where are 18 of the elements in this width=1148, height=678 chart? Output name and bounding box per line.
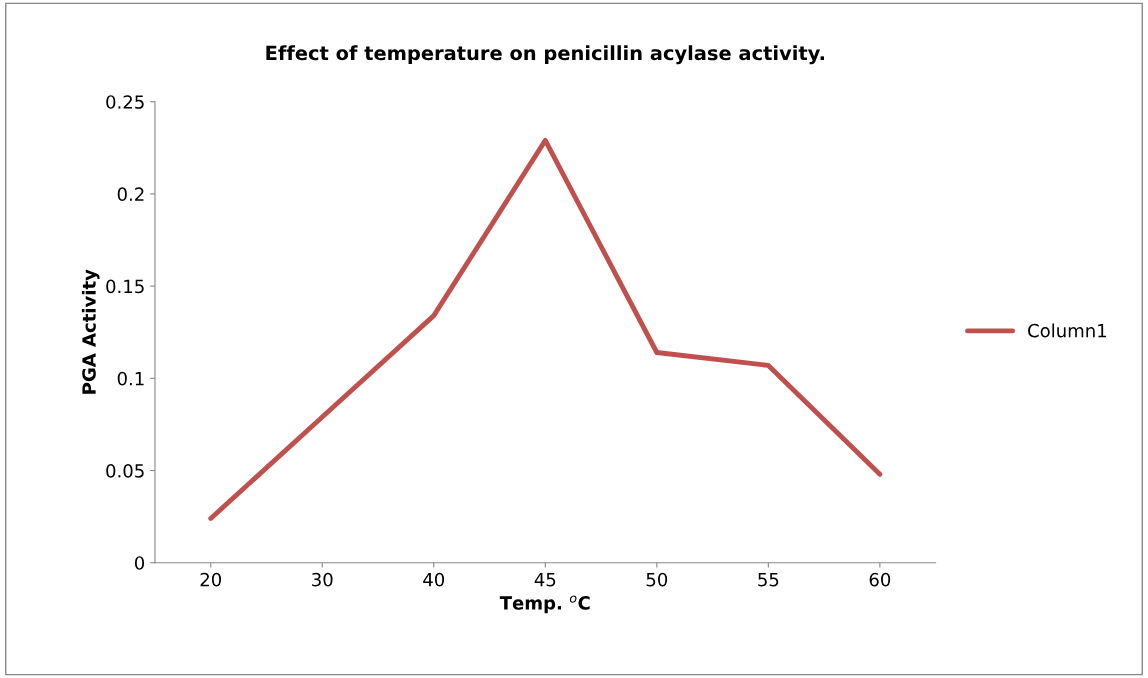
x-tick-label: 30 <box>312 572 333 587</box>
x-tick-label: 55 <box>758 573 779 587</box>
x-tick-label: 60 <box>869 572 891 587</box>
x-axis-title: Temp. $^{o}$C <box>499 595 590 614</box>
y-axis-title: PGA Activity <box>81 269 100 394</box>
y-tick-label: 0.1 <box>117 371 144 386</box>
legend-label: Column1 <box>1028 323 1107 338</box>
y-tick-label: 0.15 <box>106 279 144 294</box>
y-tick-label: 0.25 <box>106 95 144 109</box>
y-tick-label: 0.05 <box>106 463 144 478</box>
chart-title: Effect of temperature on penicillin acylase activity. <box>266 45 824 65</box>
x-tick-label: 50 <box>646 572 668 587</box>
y-tick-label: 0.2 <box>117 187 144 202</box>
x-tick-label: 45 <box>534 573 556 587</box>
x-tick-label: 40 <box>423 572 445 587</box>
x-tick-label: 20 <box>200 572 222 587</box>
y-tick-label: 0 <box>134 556 145 570</box>
line-series <box>208 138 883 521</box>
